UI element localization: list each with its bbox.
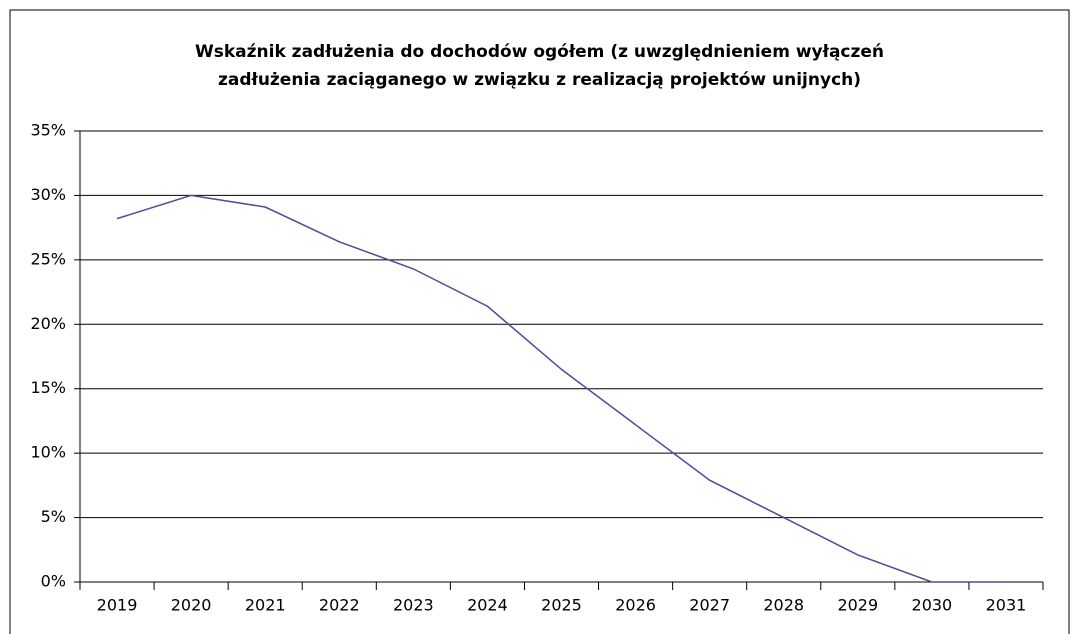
y-tick-label: 5% xyxy=(41,507,66,526)
chart-title: Wskaźnik zadłużenia do dochodów ogółem (… xyxy=(194,42,885,90)
x-tick-label: 2021 xyxy=(245,596,286,615)
y-tick-label: 30% xyxy=(30,185,66,204)
x-tick-label: 2025 xyxy=(541,596,582,615)
x-tick-label: 2027 xyxy=(689,596,730,615)
x-tick-label: 2028 xyxy=(763,596,804,615)
data-line xyxy=(116,194,1006,583)
y-tick-label: 10% xyxy=(30,443,66,462)
x-tick-label: 2030 xyxy=(912,596,953,615)
x-tick-label: 2022 xyxy=(319,596,360,615)
x-tick-label: 2024 xyxy=(467,596,508,615)
x-tick-label: 2023 xyxy=(393,596,434,615)
x-tick-label: 2019 xyxy=(97,596,138,615)
y-tick-label: 25% xyxy=(30,249,66,268)
y-tick-label: 20% xyxy=(30,314,66,333)
chart-frame xyxy=(9,9,1070,634)
x-tick-label: 2029 xyxy=(837,596,878,615)
x-tick-label: 2020 xyxy=(171,596,212,615)
x-tick-label: 2031 xyxy=(986,596,1027,615)
y-tick-label: 0% xyxy=(41,572,66,591)
x-tick-label: 2026 xyxy=(615,596,656,615)
y-tick-label: 35% xyxy=(30,121,66,140)
y-tick-label: 15% xyxy=(30,378,66,397)
